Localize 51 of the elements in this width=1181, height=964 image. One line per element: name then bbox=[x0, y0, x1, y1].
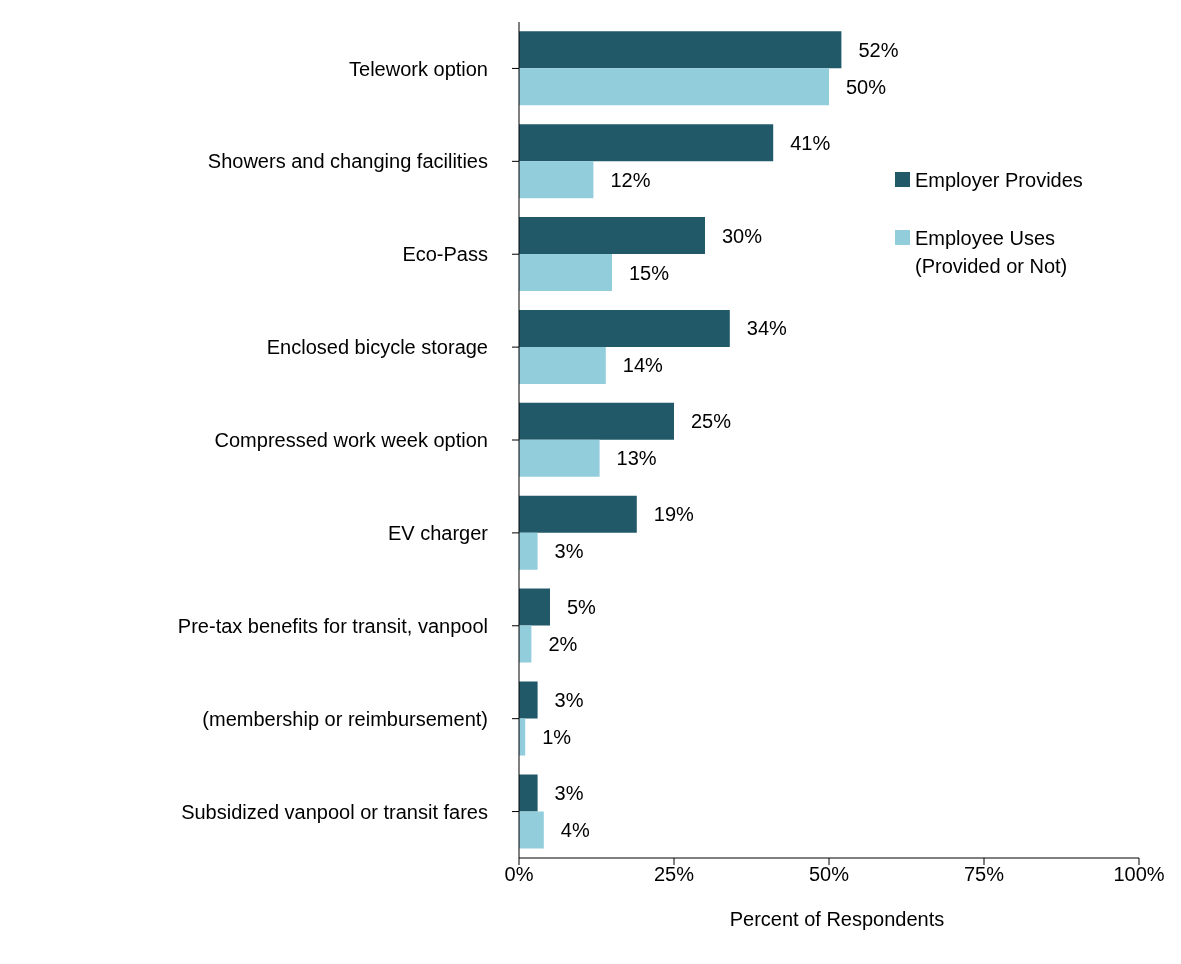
x-tick-label: 25% bbox=[653, 863, 695, 886]
data-label: 3% bbox=[554, 781, 584, 804]
x-tick-label: 75% bbox=[963, 863, 1005, 886]
legend-label: Employer Provides bbox=[915, 168, 1083, 193]
data-label: 50% bbox=[846, 75, 887, 98]
data-label: 2% bbox=[548, 633, 578, 656]
bar bbox=[519, 254, 612, 292]
x-axis-title: Percent of Respondents bbox=[728, 908, 946, 931]
data-label: 25% bbox=[691, 410, 732, 433]
bar bbox=[519, 402, 674, 440]
data-label: 34% bbox=[746, 317, 788, 340]
bar bbox=[519, 588, 550, 626]
bar bbox=[519, 346, 606, 384]
y-tick-label: Compressed work week option bbox=[214, 429, 488, 452]
data-label: 30% bbox=[722, 224, 763, 247]
y-tick-label: Showers and changing facilities bbox=[207, 150, 488, 173]
bar bbox=[519, 532, 538, 570]
y-tick-label: Pre-tax benefits for transit, vanpool bbox=[177, 614, 488, 637]
y-tick-label: EV charger bbox=[387, 521, 489, 544]
data-label: 3% bbox=[554, 689, 584, 712]
y-tick-label: Enclosed bicycle storage bbox=[266, 336, 488, 359]
y-tick-label: Eco-Pass bbox=[402, 243, 488, 266]
data-label: 41% bbox=[790, 131, 831, 154]
y-tick-label: Telework option bbox=[349, 57, 488, 80]
bar bbox=[519, 217, 705, 255]
data-label: 5% bbox=[567, 596, 597, 619]
data-label: 3% bbox=[554, 540, 584, 563]
bar bbox=[519, 495, 637, 533]
bar bbox=[519, 68, 829, 106]
bar bbox=[519, 31, 842, 69]
y-tick-label: Subsidized vanpool or transit fares bbox=[181, 800, 488, 823]
bar bbox=[519, 124, 774, 162]
bar bbox=[519, 309, 730, 347]
legend-label: Employee Uses (Provided or Not) bbox=[915, 226, 1069, 279]
data-label: 1% bbox=[542, 726, 572, 749]
bar bbox=[519, 161, 594, 199]
data-label: 13% bbox=[616, 447, 657, 470]
data-label: 12% bbox=[610, 168, 651, 191]
x-tick-label: 50% bbox=[808, 863, 850, 886]
data-label: 4% bbox=[560, 818, 590, 841]
data-label: 19% bbox=[653, 503, 695, 526]
x-tick-label: 0% bbox=[504, 863, 534, 886]
data-label: 14% bbox=[622, 354, 664, 377]
data-label: 15% bbox=[629, 261, 670, 284]
bar bbox=[519, 774, 538, 812]
bar bbox=[519, 811, 544, 849]
bar bbox=[519, 439, 600, 477]
x-tick-label: 100% bbox=[1113, 863, 1165, 886]
bar bbox=[519, 681, 538, 719]
y-tick-label: (membership or reimbursement) bbox=[202, 707, 488, 730]
data-label: 52% bbox=[858, 38, 899, 61]
